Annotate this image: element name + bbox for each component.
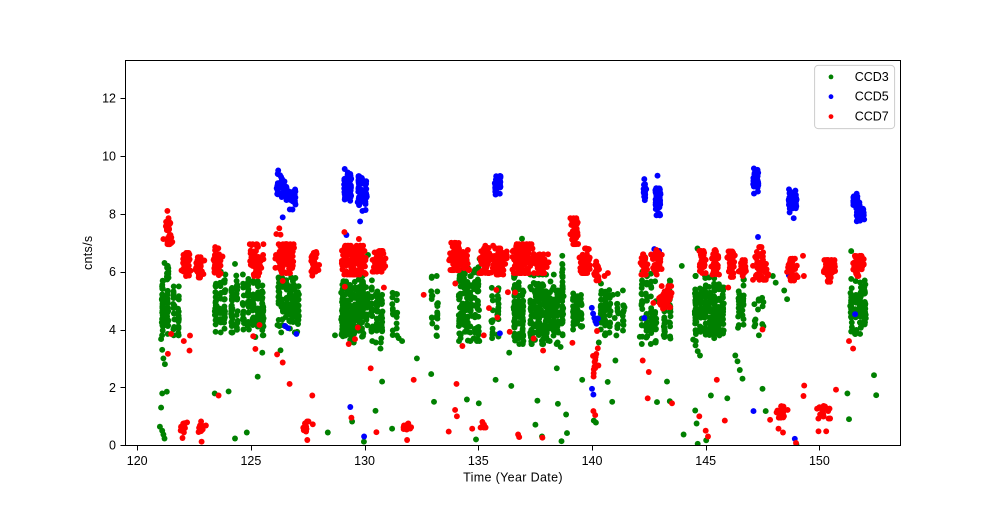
svg-text:12: 12 <box>102 92 116 106</box>
svg-text:cnts/s: cnts/s <box>81 236 95 270</box>
svg-text:120: 120 <box>127 454 148 468</box>
svg-text:CCD5: CCD5 <box>855 90 889 104</box>
svg-text:CCD7: CCD7 <box>855 110 889 124</box>
svg-text:6: 6 <box>109 265 116 279</box>
svg-text:8: 8 <box>109 207 116 221</box>
svg-text:Time (Year Date): Time (Year Date) <box>463 470 563 484</box>
svg-text:130: 130 <box>354 454 375 468</box>
svg-text:145: 145 <box>695 454 716 468</box>
svg-text:0: 0 <box>109 439 116 453</box>
svg-text:2: 2 <box>109 381 116 395</box>
svg-text:4: 4 <box>109 323 116 337</box>
svg-text:125: 125 <box>240 454 261 468</box>
svg-text:10: 10 <box>102 150 116 164</box>
svg-text:135: 135 <box>468 454 489 468</box>
svg-text:150: 150 <box>809 454 830 468</box>
svg-text:140: 140 <box>582 454 603 468</box>
svg-text:CCD3: CCD3 <box>855 70 889 84</box>
